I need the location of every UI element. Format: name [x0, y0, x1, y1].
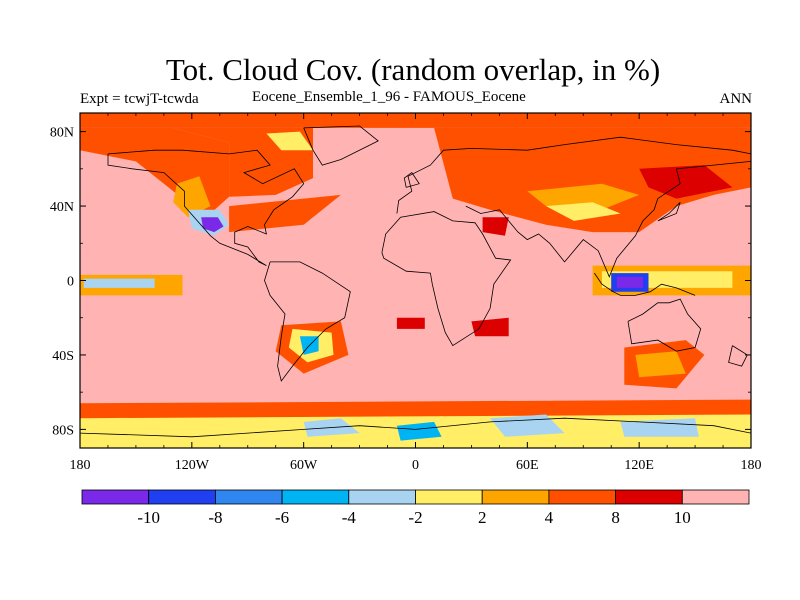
coastline-layer [80, 125, 751, 438]
anomaly-region-south-atlantic-red [396, 317, 425, 329]
colorbar-label: 4 [545, 508, 554, 527]
anomaly-region-southern-ocean-neg-4 [396, 421, 442, 441]
anomaly-region-north-atlantic [229, 194, 341, 233]
anomaly-region-equatorial-east-pacific-neg [83, 278, 155, 288]
coastline-3 [396, 136, 751, 214]
anomaly-region-mediterranean-red [482, 217, 509, 236]
y-tick-label: 80S [52, 423, 74, 438]
anomaly-region-south-indian-red [471, 317, 509, 337]
x-tick-label: 120E [624, 458, 654, 473]
anomaly-region-pacific-coast-orange [173, 176, 211, 218]
colorbar-label: 10 [674, 508, 691, 527]
plot-title: Tot. Cloud Cov. (random overlap, in %) [165, 52, 661, 87]
colorbar-label: -4 [342, 508, 357, 527]
anomaly-region-europe-siberia [434, 127, 751, 233]
anomaly-region-east-asia-red [639, 165, 733, 199]
coastline-5 [627, 298, 702, 352]
anomaly-region-southwest-us-core [201, 217, 224, 233]
colorbar-swatch [615, 489, 683, 505]
x-tick-label: 60W [290, 458, 318, 473]
colorbar-label: -10 [137, 508, 160, 527]
x-tick-label: 180 [70, 458, 91, 473]
colorbar-swatch [148, 489, 216, 505]
anomaly-region-tibet-yellow [546, 202, 621, 221]
anomaly-region-southern-ocean-neg-3 [620, 418, 699, 437]
y-tick-label: 40S [52, 349, 74, 364]
coastline-1 [264, 261, 351, 382]
coastline-7 [80, 417, 751, 438]
colorbar-swatch [81, 489, 150, 505]
y-tick-label: 40N [50, 200, 74, 215]
coastline-6 [594, 272, 696, 296]
anomaly-fill-layer [80, 113, 751, 448]
experiment-label: Expt = tcwjT-tcwda [80, 91, 199, 107]
coastline-8 [303, 125, 379, 166]
colorbar-swatch [548, 489, 617, 505]
coastline-10 [657, 202, 681, 222]
x-tick-label: 60E [516, 458, 539, 473]
coastline-9 [728, 345, 748, 367]
coastline-11 [403, 172, 420, 188]
anomaly-region-baffin-yellow [266, 131, 313, 151]
colorbar-swatch [348, 489, 416, 505]
anomaly-region-southern-ocean-neg-2 [490, 414, 565, 437]
colorbar: -10 -8 -6 -4 -2 2 4 8 10 [81, 489, 750, 527]
colorbar-label: 8 [611, 508, 620, 527]
coastline-2 [381, 211, 512, 347]
colorbar-swatch [214, 489, 283, 505]
colorbar-label: 2 [478, 508, 487, 527]
colorbar-swatch [415, 489, 483, 505]
coastline-4 [465, 161, 751, 278]
y-tick-label: 80N [50, 126, 74, 141]
map-panel [80, 113, 751, 448]
anomaly-region-australia-orange [635, 351, 686, 378]
colorbar-swatch [281, 489, 350, 505]
x-tick-label: 120W [175, 458, 210, 473]
colorbar-label: -6 [275, 508, 289, 527]
coastline-0 [107, 149, 305, 266]
colorbar-label: -8 [208, 508, 222, 527]
anomaly-region-arctic-cap [80, 113, 751, 128]
colorbar-label: -2 [408, 508, 422, 527]
x-tick-label: 0 [412, 458, 419, 473]
y-tick-label: 0 [67, 275, 74, 290]
x-tick-label: 180 [741, 458, 762, 473]
colorbar-swatch [681, 489, 750, 505]
season-label: ANN [719, 91, 753, 107]
ensemble-label: Eocene_Ensemble_1_96 - FAMOUS_Eocene [252, 89, 526, 105]
colorbar-swatch [481, 489, 550, 505]
anomaly-region-maritime-continent-core [616, 276, 643, 288]
axis-ticks: 180 120W 60W 0 60E 120E 180 80N 40N 0 40S 80S [50, 113, 762, 473]
